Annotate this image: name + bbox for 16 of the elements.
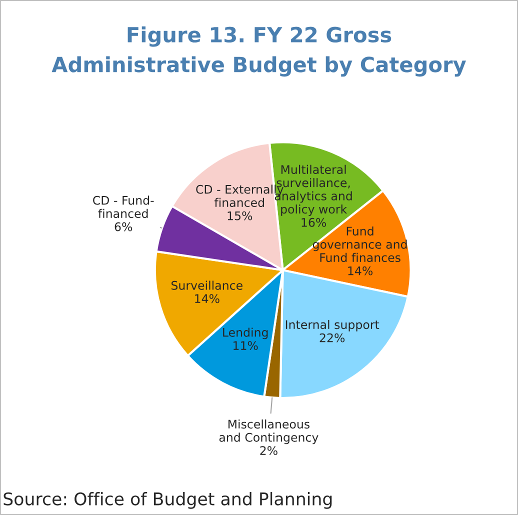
data-label: 15% — [228, 211, 252, 220]
slice-label: Fund governance and Fund finances — [312, 226, 407, 262]
data-label: 16% — [302, 218, 326, 227]
data-label: 22% — [320, 333, 345, 342]
chart-title: Figure 13. FY 22 Gross Administrative Budget by Category — [52, 26, 466, 77]
slice-label: Miscellaneous and Contingency — [219, 419, 318, 444]
data-label: 2% — [260, 446, 278, 456]
slice-label: Surveillance — [171, 280, 242, 290]
slice-label: Lending — [223, 328, 268, 340]
slice-label: Internal support — [286, 320, 380, 332]
data-label: 14% — [348, 266, 373, 276]
source-note: Source: Office of Budget and Planning — [4, 492, 332, 509]
data-label: 11% — [234, 341, 258, 350]
data-label: 6% — [114, 222, 132, 232]
data-label: 14% — [195, 294, 220, 304]
slice-label: CD - Fund- financed — [93, 196, 154, 218]
